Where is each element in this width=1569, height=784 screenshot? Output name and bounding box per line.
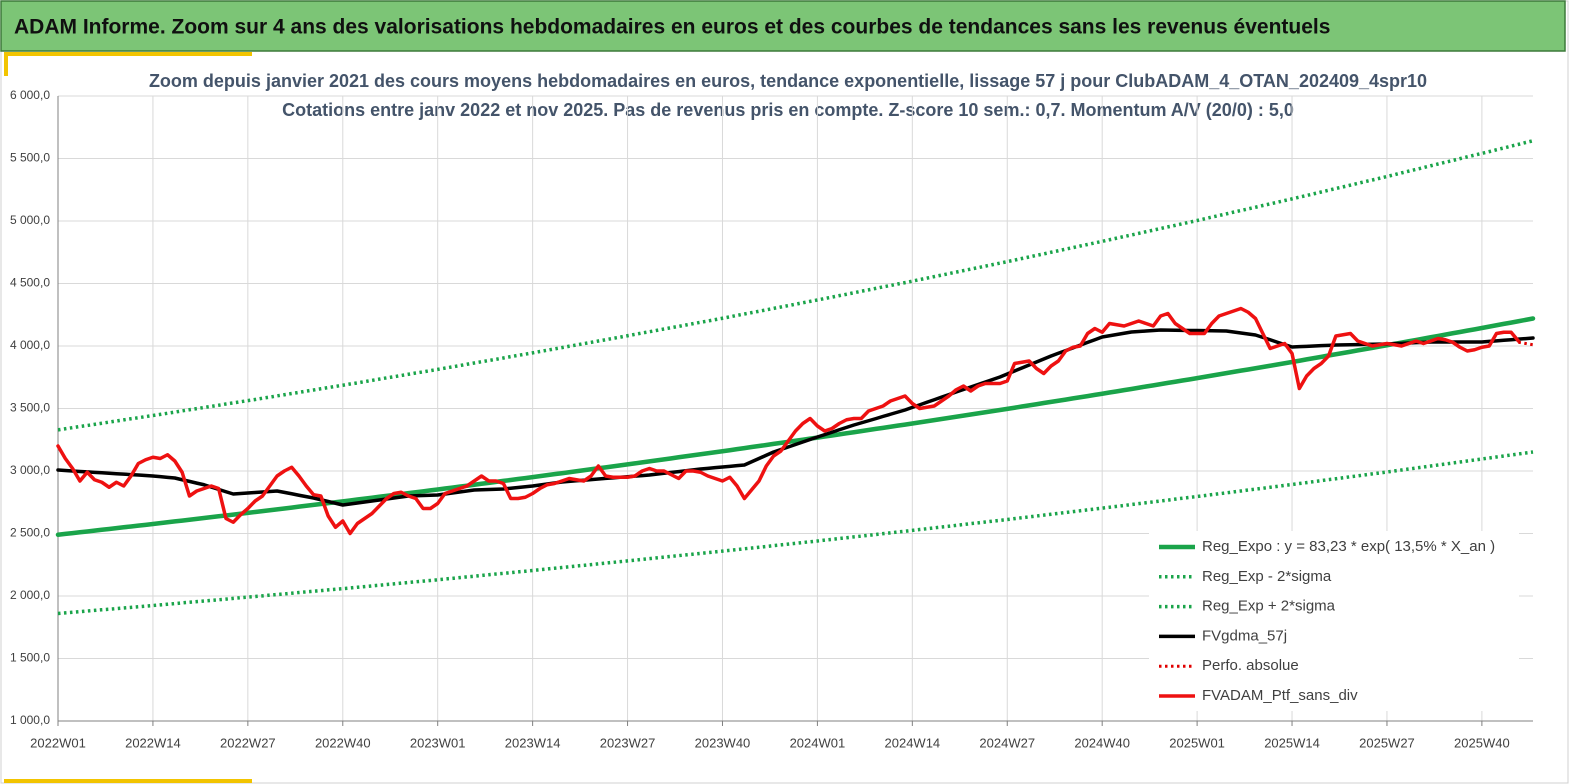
y-tick-label: 2 000,0 bbox=[10, 588, 50, 602]
x-tick-label: 2024W01 bbox=[790, 735, 846, 750]
y-tick-label: 2 500,0 bbox=[10, 526, 50, 540]
y-tick-label: 3 000,0 bbox=[10, 463, 50, 477]
y-tick-label: 5 500,0 bbox=[10, 151, 50, 165]
chart-subtitle: Cotations entre janv 2022 et nov 2025. P… bbox=[282, 100, 1294, 120]
x-tick-label: 2023W01 bbox=[410, 735, 466, 750]
series-line bbox=[55, 316, 1536, 537]
y-tick-label: 1 000,0 bbox=[10, 713, 50, 727]
x-tick-label: 2022W01 bbox=[30, 735, 86, 750]
x-tick-label: 2022W14 bbox=[125, 735, 181, 750]
legend-label: Reg_Expo : y = 83,23 * exp( 13,5% * X_an… bbox=[1202, 538, 1495, 555]
y-tick-label: 1 500,0 bbox=[10, 651, 50, 665]
x-tick-label: 2025W14 bbox=[1264, 735, 1320, 750]
x-tick-label: 2024W27 bbox=[979, 735, 1035, 750]
x-tick-label: 2023W27 bbox=[600, 735, 656, 750]
legend: Reg_Expo : y = 83,23 * exp( 13,5% * X_an… bbox=[1149, 531, 1519, 711]
series-line bbox=[1518, 340, 1534, 347]
series-line bbox=[56, 306, 1521, 536]
x-tick-label: 2023W40 bbox=[695, 735, 751, 750]
header-bar bbox=[0, 0, 1566, 52]
x-tick-label: 2025W01 bbox=[1169, 735, 1225, 750]
accent bbox=[4, 779, 252, 783]
legend-label: Reg_Exp - 2*sigma bbox=[1202, 568, 1332, 585]
x-tick-label: 2024W40 bbox=[1074, 735, 1130, 750]
legend-label: FVgdma_57j bbox=[1202, 627, 1287, 644]
legend-box bbox=[1149, 531, 1519, 711]
x-tick-label: 2025W27 bbox=[1359, 735, 1415, 750]
legend-label: FVADAM_Ptf_sans_div bbox=[1202, 687, 1358, 704]
chart-title: Zoom depuis janvier 2021 des cours moyen… bbox=[149, 71, 1427, 91]
header-title: ADAM Informe. Zoom sur 4 ans des valoris… bbox=[14, 16, 1330, 39]
series-line bbox=[57, 450, 1534, 616]
x-tick-label: 2025W40 bbox=[1454, 735, 1510, 750]
legend-label: Perfo. absolue bbox=[1202, 657, 1299, 674]
x-tick-label: 2022W27 bbox=[220, 735, 276, 750]
x-tick-label: 2024W14 bbox=[885, 735, 941, 750]
y-tick-label: 3 500,0 bbox=[10, 401, 50, 415]
legend-label: Reg_Exp + 2*sigma bbox=[1202, 598, 1336, 615]
plot-lines bbox=[55, 139, 1536, 616]
y-tick-label: 4 500,0 bbox=[10, 276, 50, 290]
y-tick-label: 6 000,0 bbox=[10, 88, 50, 102]
accent bbox=[4, 52, 252, 56]
accent bbox=[4, 52, 8, 76]
x-tick-label: 2023W14 bbox=[505, 735, 561, 750]
x-tick-label: 2022W40 bbox=[315, 735, 371, 750]
y-tick-label: 5 000,0 bbox=[10, 213, 50, 227]
y-tick-label: 4 000,0 bbox=[10, 338, 50, 352]
